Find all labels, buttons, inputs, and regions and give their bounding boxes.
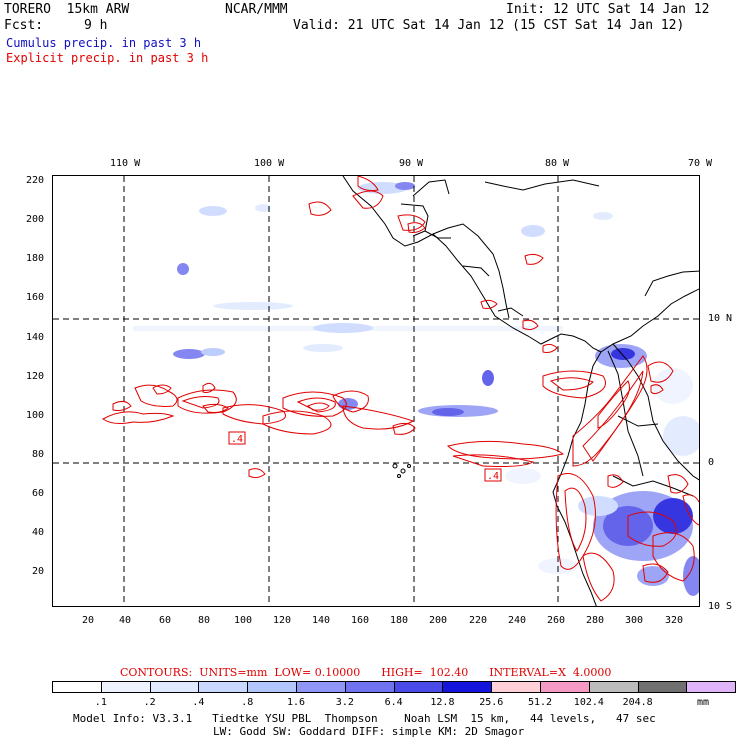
colorbar-swatch: [539, 681, 590, 693]
colorbar-label: 12.8: [430, 697, 455, 708]
colorbar-label: .1: [94, 697, 107, 708]
explicit-precip-contours: [102, 176, 699, 602]
precip-map: .4 .4: [53, 176, 699, 606]
colorbar-swatch: [295, 681, 346, 693]
colorbar-label: 51.2: [528, 697, 553, 708]
lon-label-100w: 100 W: [254, 158, 285, 169]
colorbar-units: mm: [697, 697, 710, 708]
colorbar-label: 1.6: [287, 697, 306, 708]
y-label-220: 220: [26, 175, 45, 186]
colorbar-swatch: [52, 681, 102, 693]
colorbar-swatch: [637, 681, 688, 693]
y-label-140: 140: [26, 332, 45, 343]
lon-label-80w: 80 W: [545, 158, 570, 169]
y-label-100: 100: [26, 410, 45, 421]
y-label-80: 80: [32, 449, 45, 460]
colorbar-swatch: [442, 681, 493, 693]
contour-label-2: .4: [487, 471, 499, 482]
contour-label-1: .4: [231, 434, 243, 445]
colorbar-swatch: [247, 681, 297, 693]
x-label-280: 280: [586, 615, 605, 626]
colorbar-label: 3.2: [335, 697, 354, 708]
colorbar-swatch: [491, 681, 541, 693]
x-label-100: 100: [234, 615, 253, 626]
y-label-20: 20: [32, 566, 45, 577]
y-label-120: 120: [26, 371, 45, 382]
center-name: NCAR/MMM: [225, 2, 288, 17]
x-label-240: 240: [508, 615, 527, 626]
x-label-260: 260: [547, 615, 566, 626]
colorbar-swatch: [588, 681, 639, 693]
model-info-line1: Model Info: V3.3.1 Tiedtke YSU PBL Thomp…: [73, 712, 656, 725]
x-label-160: 160: [351, 615, 370, 626]
colorbar-label: .8: [241, 697, 254, 708]
x-label-220: 220: [469, 615, 488, 626]
colorbar-swatch: [100, 681, 151, 693]
colorbar-swatch: [149, 681, 200, 693]
x-label-60: 60: [159, 615, 172, 626]
lon-label-90w: 90 W: [399, 158, 424, 169]
lat-label-10n: 10 N: [708, 313, 733, 324]
colorbar-label: 102.4: [573, 697, 604, 708]
colorbar-swatch: [686, 681, 737, 693]
valid-time: Valid: 21 UTC Sat 14 Jan 12 (15 CST Sat …: [293, 18, 685, 33]
colorbar-swatch: [344, 681, 395, 693]
cumulus-precip-areas: [133, 182, 699, 596]
y-label-200: 200: [26, 214, 45, 225]
y-label-160: 160: [26, 292, 45, 303]
model-info-line2: LW: Godd SW: Goddard DIFF: simple KM: 2D…: [213, 725, 525, 738]
cumulus-title: Cumulus precip. in past 3 h: [6, 36, 202, 50]
lat-lon-grid: [53, 176, 699, 606]
y-label-180: 180: [26, 253, 45, 264]
x-label-320: 320: [665, 615, 684, 626]
contour-info: CONTOURS: UNITS=mm LOW= 0.10000 HIGH= 10…: [120, 666, 612, 679]
colorbar-swatch: [393, 681, 444, 693]
contour-labels: .4 .4: [228, 431, 502, 482]
lon-label-110w: 110 W: [110, 158, 141, 169]
colorbar-label: .2: [143, 697, 156, 708]
x-label-80: 80: [198, 615, 211, 626]
fcst-label: Fcst:: [4, 18, 44, 33]
colorbar: [52, 681, 737, 693]
y-label-40: 40: [32, 527, 45, 538]
model-name: TORERO 15km ARW: [4, 2, 130, 17]
lat-label-10s: 10 S: [708, 601, 733, 612]
x-label-120: 120: [273, 615, 292, 626]
colorbar-swatch: [198, 681, 249, 693]
map-panel: .4 .4: [52, 175, 700, 607]
x-label-140: 140: [312, 615, 331, 626]
x-label-40: 40: [119, 615, 132, 626]
x-label-180: 180: [390, 615, 409, 626]
colorbar-label: 6.4: [384, 697, 403, 708]
colorbar-label: 204.8: [622, 697, 653, 708]
lat-label-0: 0: [708, 457, 715, 468]
explicit-title: Explicit precip. in past 3 h: [6, 51, 209, 65]
lon-label-70w: 70 W: [688, 158, 713, 169]
fcst-value: 9 h: [84, 18, 108, 33]
x-label-200: 200: [429, 615, 448, 626]
x-label-300: 300: [625, 615, 644, 626]
y-label-60: 60: [32, 488, 45, 499]
x-label-20: 20: [82, 615, 95, 626]
colorbar-label: 25.6: [479, 697, 504, 708]
init-time: Init: 12 UTC Sat 14 Jan 12: [506, 2, 710, 17]
colorbar-label: .4: [192, 697, 205, 708]
